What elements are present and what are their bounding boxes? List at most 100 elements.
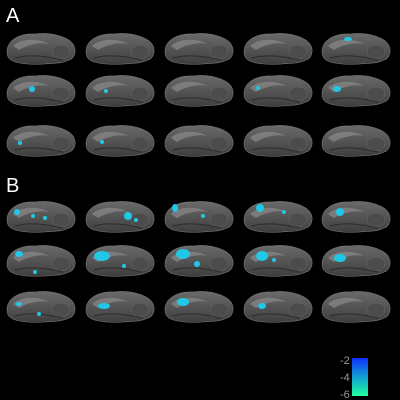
brain-slice bbox=[85, 75, 155, 107]
brain-structure bbox=[93, 313, 143, 319]
brain-structure bbox=[51, 302, 71, 318]
activation-blob bbox=[282, 210, 286, 214]
brain-structure bbox=[288, 44, 308, 60]
brain-slice bbox=[85, 245, 155, 277]
brain-structure bbox=[14, 267, 64, 273]
brain-slice bbox=[6, 201, 76, 233]
brain-structure bbox=[51, 44, 71, 60]
brain-slice bbox=[6, 125, 76, 157]
slice-grid bbox=[6, 33, 391, 323]
brain-structure bbox=[329, 223, 379, 229]
brain-structure bbox=[93, 147, 143, 153]
brain-structure bbox=[172, 313, 222, 319]
brain-structure bbox=[328, 297, 364, 308]
activation-blob bbox=[14, 209, 20, 215]
activation-blob bbox=[194, 261, 200, 267]
brain-structure bbox=[13, 207, 49, 218]
brain-slice bbox=[321, 245, 391, 277]
brain-structure bbox=[288, 86, 308, 102]
activation-blob bbox=[256, 86, 260, 90]
brain-structure bbox=[93, 97, 143, 103]
brain-slice bbox=[164, 245, 234, 277]
brain-slice bbox=[164, 201, 234, 233]
panel-label: A bbox=[6, 5, 20, 27]
brain-structure bbox=[14, 55, 64, 61]
brain-structure bbox=[288, 212, 308, 228]
brain-slice bbox=[321, 33, 391, 65]
brain-slice bbox=[85, 201, 155, 233]
activation-blob bbox=[43, 216, 47, 220]
brain-slice bbox=[321, 125, 391, 157]
brain-structure bbox=[172, 97, 222, 103]
activation-blob bbox=[258, 303, 266, 309]
brain-structure bbox=[366, 212, 386, 228]
brain-slice bbox=[6, 33, 76, 65]
brain-structure bbox=[209, 302, 229, 318]
brain-structure bbox=[171, 81, 207, 92]
brain-structure bbox=[288, 256, 308, 272]
brain-slice bbox=[85, 125, 155, 157]
brain-slice bbox=[85, 33, 155, 65]
brain-structure bbox=[251, 97, 301, 103]
brain-structure bbox=[172, 223, 222, 229]
brain-structure bbox=[172, 147, 222, 153]
brain-structure bbox=[93, 55, 143, 61]
brain-structure bbox=[172, 55, 222, 61]
brain-structure bbox=[92, 39, 128, 50]
brain-structure bbox=[250, 39, 286, 50]
brain-slice bbox=[164, 291, 234, 323]
activation-blob bbox=[16, 302, 22, 306]
activation-blob bbox=[37, 312, 41, 316]
brain-structure bbox=[92, 131, 128, 142]
brain-slice bbox=[321, 291, 391, 323]
brain-structure bbox=[329, 267, 379, 273]
activation-blob bbox=[344, 37, 352, 41]
brain-structure bbox=[130, 136, 150, 152]
brain-slice bbox=[164, 33, 234, 65]
brain-structure bbox=[329, 97, 379, 103]
brain-structure bbox=[329, 313, 379, 319]
brain-structure bbox=[130, 86, 150, 102]
brain-structure bbox=[328, 131, 364, 142]
activation-blob bbox=[176, 249, 190, 259]
brain-structure bbox=[130, 212, 150, 228]
brain-structure bbox=[92, 81, 128, 92]
activation-blob bbox=[31, 214, 35, 218]
activation-blob bbox=[29, 86, 35, 92]
colorbar-label: -4 bbox=[340, 372, 350, 384]
brain-structure bbox=[130, 44, 150, 60]
brain-structure bbox=[209, 44, 229, 60]
brain-slice bbox=[321, 75, 391, 107]
activation-blob bbox=[134, 218, 138, 222]
brain-slice bbox=[243, 33, 313, 65]
brain-structure bbox=[209, 256, 229, 272]
brain-structure bbox=[329, 147, 379, 153]
brain-structure bbox=[51, 136, 71, 152]
brain-structure bbox=[172, 267, 222, 273]
activation-blob bbox=[256, 251, 268, 261]
brain-slice bbox=[6, 75, 76, 107]
brain-slice bbox=[243, 75, 313, 107]
brain-slice bbox=[243, 201, 313, 233]
brain-slice bbox=[164, 125, 234, 157]
brain-structure bbox=[14, 147, 64, 153]
activation-blob bbox=[94, 251, 110, 261]
activation-blob bbox=[172, 204, 178, 212]
activation-blob bbox=[334, 254, 346, 262]
brain-structure bbox=[209, 212, 229, 228]
brain-structure bbox=[366, 44, 386, 60]
brain-structure bbox=[171, 131, 207, 142]
activation-blob bbox=[33, 270, 37, 274]
brain-structure bbox=[14, 223, 64, 229]
brain-slice bbox=[6, 245, 76, 277]
activation-blob bbox=[124, 212, 132, 220]
brain-structure bbox=[250, 131, 286, 142]
brain-slice bbox=[243, 245, 313, 277]
brain-structure bbox=[209, 86, 229, 102]
activation-blob bbox=[100, 140, 104, 144]
brain-structure bbox=[51, 86, 71, 102]
colorbar bbox=[352, 358, 368, 396]
brain-structure bbox=[51, 256, 71, 272]
brain-structure bbox=[93, 223, 143, 229]
